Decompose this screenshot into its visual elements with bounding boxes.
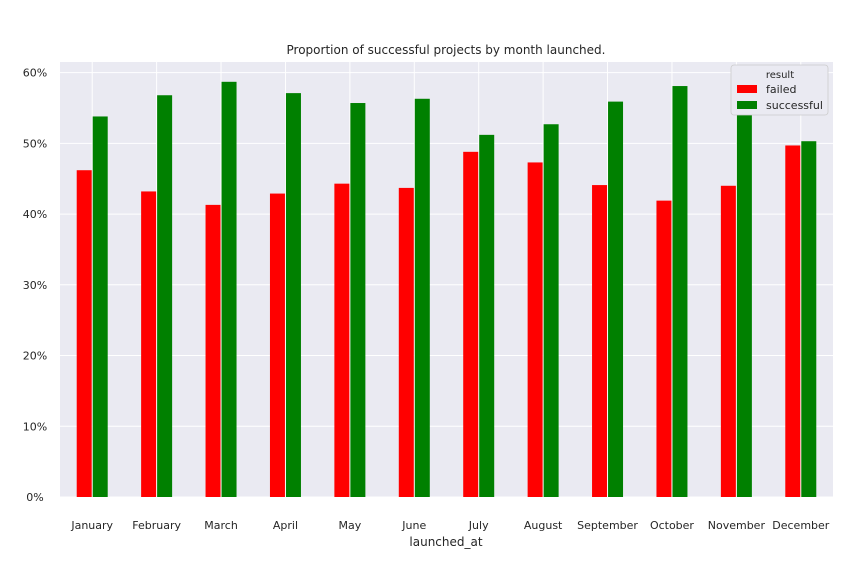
- bar-successful-april: [285, 93, 301, 497]
- bar-successful-october: [672, 86, 688, 498]
- bar-failed-november: [720, 185, 736, 497]
- legend-swatch-failed: [737, 85, 757, 93]
- bar-failed-june: [398, 187, 414, 497]
- bar-failed-january: [76, 170, 92, 497]
- y-tick-label: 30%: [23, 279, 47, 292]
- bar-failed-december: [785, 145, 801, 497]
- x-tick-label: June: [401, 519, 426, 532]
- bar-successful-january: [92, 116, 108, 498]
- x-tick-label: August: [524, 519, 563, 532]
- bar-failed-july: [463, 151, 479, 497]
- x-tick-label: March: [204, 519, 238, 532]
- y-tick-label: 0%: [26, 491, 43, 504]
- bars: [76, 81, 817, 498]
- x-tick-label: September: [577, 519, 638, 532]
- bar-failed-march: [205, 204, 221, 497]
- bar-successful-june: [414, 98, 430, 497]
- legend-title: result: [766, 70, 794, 81]
- x-tick-label: December: [772, 519, 830, 532]
- bar-failed-september: [592, 185, 608, 497]
- bar-successful-may: [350, 103, 366, 498]
- y-tick-label: 10%: [23, 420, 47, 433]
- bar-failed-october: [656, 200, 672, 497]
- chart-title: Proportion of successful projects by mon…: [287, 43, 606, 57]
- bar-failed-august: [527, 162, 543, 497]
- gridlines: [60, 62, 833, 498]
- bar-successful-december: [801, 141, 817, 497]
- bar-successful-august: [543, 124, 559, 498]
- x-axis-label: launched_at: [409, 535, 482, 549]
- legend-label-failed: failed: [766, 83, 796, 96]
- y-tick-labels: 0% 10% 20% 30% 40% 50% 60%: [23, 67, 47, 504]
- legend-label-successful: successful: [766, 99, 823, 112]
- x-tick-label: November: [708, 519, 766, 532]
- bar-failed-may: [334, 183, 350, 497]
- bar-successful-july: [479, 134, 495, 498]
- x-tick-label: January: [70, 519, 113, 532]
- plot-area: [60, 62, 833, 497]
- x-tick-label: July: [468, 519, 489, 532]
- x-tick-labels: January February March April May June July Augu…: [70, 519, 829, 532]
- y-tick-label: 20%: [23, 350, 47, 363]
- y-tick-label: 60%: [23, 67, 47, 80]
- legend-swatch-successful: [737, 101, 757, 109]
- x-tick-label: October: [650, 519, 694, 532]
- bar-successful-february: [157, 95, 173, 498]
- y-tick-label: 40%: [23, 208, 47, 221]
- x-tick-label: May: [339, 519, 362, 532]
- legend: result failed successful: [730, 64, 829, 116]
- bar-successful-november: [736, 100, 752, 497]
- bar-failed-april: [269, 193, 285, 497]
- bar-failed-february: [141, 191, 157, 497]
- bar-successful-march: [221, 81, 237, 498]
- y-tick-label: 50%: [23, 137, 47, 150]
- x-tick-label: February: [132, 519, 181, 532]
- x-tick-label: April: [273, 519, 298, 532]
- bar-successful-september: [608, 101, 624, 498]
